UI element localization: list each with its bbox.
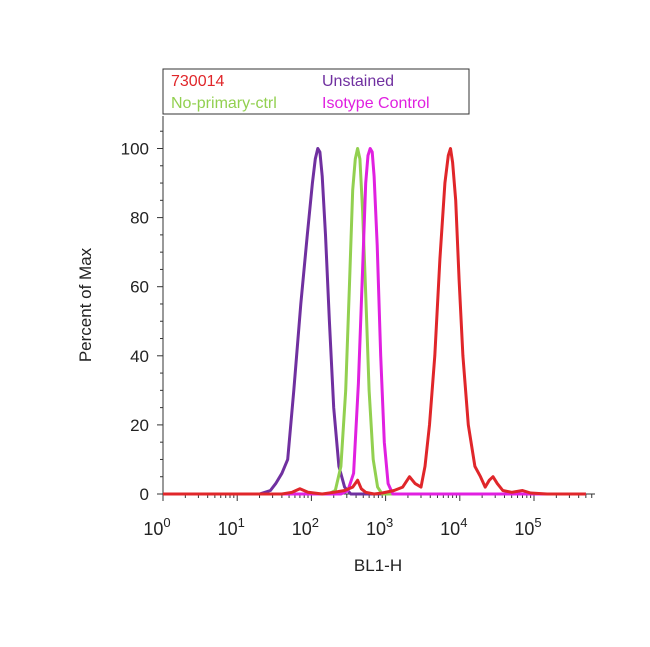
legend: 730014 Unstained No-primary-ctrl Isotype Co…	[162, 68, 470, 115]
x-tick-label: 101	[218, 515, 245, 539]
y-tick-label: 100	[121, 140, 149, 159]
y-tick-label: 80	[130, 209, 149, 228]
y-tick-label: 20	[130, 416, 149, 435]
series-line	[163, 147, 586, 496]
x-axis-label: BL1-H	[354, 556, 402, 575]
x-tick-label: 100	[143, 515, 170, 539]
y-tick-label: 60	[130, 278, 149, 297]
y-tick-label: 0	[140, 485, 149, 504]
axes: 0 20 40 60 80 100 100 101 102 103 104 105	[121, 116, 595, 539]
legend-entry: No-primary-ctrl	[171, 95, 277, 112]
legend-entry: Unstained	[322, 73, 394, 90]
x-tick-label: 102	[292, 515, 319, 539]
legend-box	[162, 68, 470, 115]
series-line	[163, 147, 586, 496]
y-tick-label: 40	[130, 347, 149, 366]
x-tick-label: 103	[366, 515, 393, 539]
legend-entry: 730014	[171, 73, 224, 90]
x-tick-label: 104	[440, 515, 467, 539]
y-axis-label: Percent of Max	[76, 247, 95, 362]
x-tick-label: 105	[514, 515, 541, 539]
legend-entry: Isotype Control	[322, 95, 430, 112]
series-line	[163, 147, 586, 496]
series-line	[163, 147, 586, 496]
series-curves	[163, 147, 586, 496]
